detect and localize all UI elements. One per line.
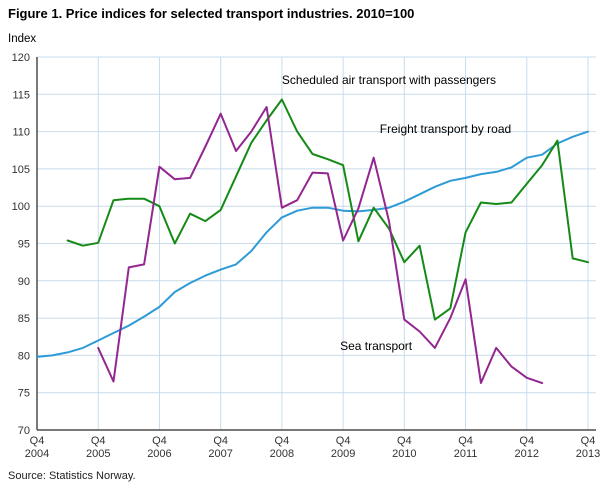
series-label-sea: Sea transport — [340, 339, 413, 353]
series-label-road: Freight transport by road — [380, 122, 511, 136]
figure-title: Figure 1. Price indices for selected tra… — [8, 6, 415, 21]
x-tick-label: Q4 2004 — [25, 435, 49, 460]
y-tick-label: 120 — [12, 52, 30, 64]
x-tick-label: Q4 2013 — [576, 435, 600, 460]
y-tick-label: 100 — [12, 201, 30, 213]
y-tick-label: 75 — [18, 388, 30, 400]
y-tick-label: 70 — [18, 425, 30, 437]
y-tick-label: 95 — [18, 239, 30, 251]
series-line-sea — [97, 106, 544, 384]
y-tick-label: 110 — [12, 127, 30, 139]
x-tick-label: Q4 2008 — [270, 435, 294, 460]
y-tick-label: 115 — [12, 89, 30, 101]
y-tick-label: 105 — [12, 164, 30, 176]
source-note: Source: Statistics Norway. — [8, 470, 136, 482]
series-label-air: Scheduled air transport with passengers — [282, 73, 496, 87]
y-tick-label: 85 — [18, 313, 30, 325]
x-tick-label: Q4 2006 — [147, 435, 171, 460]
price-index-line-chart: 70 75 80 85 90 95 100 105 110 115 120 Q4 2004 Q4 2005 Q… — [12, 52, 601, 460]
series-line-road — [36, 130, 589, 358]
y-axis-unit-label: Index — [8, 33, 37, 45]
x-tick-label: Q4 2009 — [331, 435, 355, 460]
x-tick-label: Q4 2011 — [454, 435, 478, 460]
x-tick-label: Q4 2010 — [392, 435, 416, 460]
x-tick-label: Q4 2005 — [86, 435, 110, 460]
x-tick-label: Q4 2007 — [208, 435, 232, 460]
y-tick-label: 80 — [18, 350, 30, 362]
y-tick-label: 90 — [18, 276, 30, 288]
x-tick-label: Q4 2012 — [515, 435, 539, 460]
